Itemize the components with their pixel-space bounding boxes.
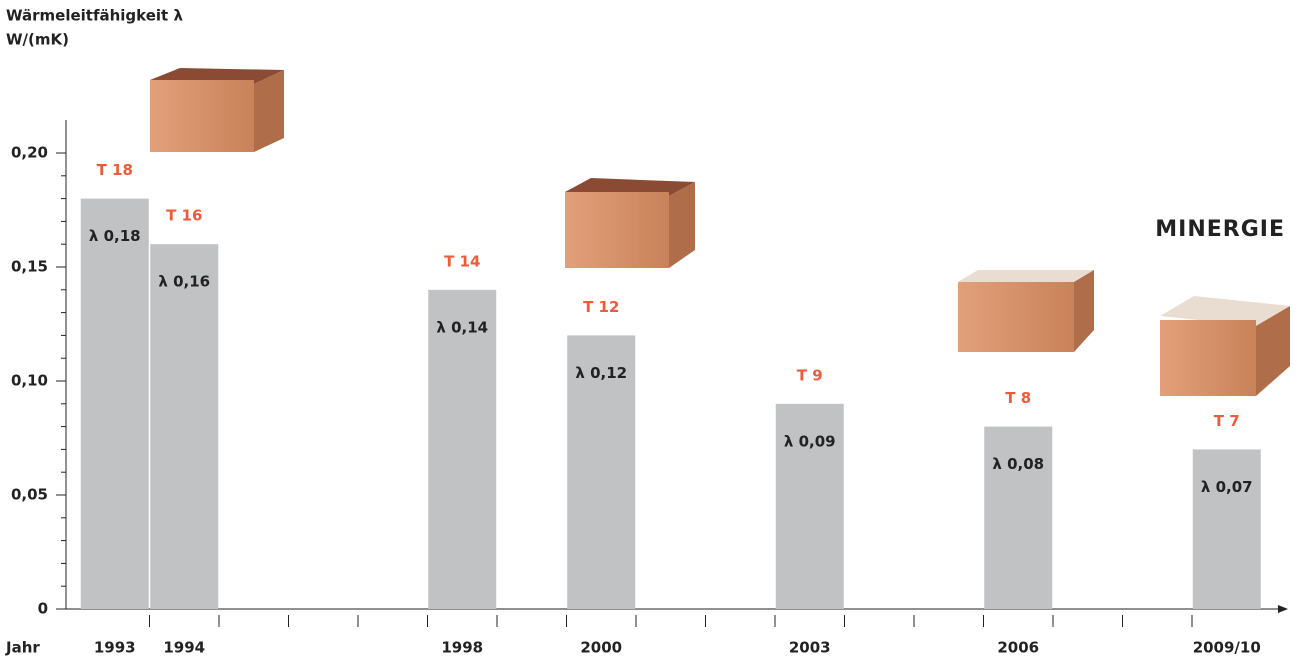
brick-images (150, 68, 1290, 396)
value-label: λ 0,16 (158, 273, 210, 291)
x-label: Jahr (5, 639, 40, 657)
x-tick-label: 2006 (997, 639, 1039, 657)
y-tick-label: 0,20 (11, 144, 48, 162)
x-tick-label: 1993 (94, 639, 136, 657)
brick-label: T 16 (166, 207, 202, 225)
brick-label: T 7 (1214, 412, 1240, 430)
y-tick-label: 0,10 (11, 372, 48, 390)
bar (428, 289, 497, 609)
y-tick-label: 0,15 (11, 258, 48, 276)
logo: MINERGIE (1155, 217, 1285, 242)
bar (1192, 449, 1261, 609)
value-label: λ 0,07 (1201, 478, 1253, 496)
value-label: λ 0,14 (436, 318, 488, 336)
brick-label: T 18 (97, 161, 133, 179)
value-label: λ 0,12 (575, 364, 627, 382)
x-tick-label: 1998 (441, 639, 483, 657)
brick-label: T 9 (797, 366, 823, 384)
value-label: λ 0,18 (89, 227, 141, 245)
y-tick-label: 0 (38, 600, 48, 618)
bar (984, 426, 1053, 609)
bar (775, 403, 844, 609)
y-label: W/(mK) (6, 31, 69, 49)
value-label: λ 0,09 (784, 432, 836, 450)
bar (150, 244, 219, 609)
value-label: λ 0,08 (992, 455, 1044, 473)
y-label: Wärmeleitfähigkeit λ (6, 7, 183, 25)
brick-label: T 8 (1005, 389, 1031, 407)
brick-label: T 14 (444, 252, 480, 270)
x-tick-label: 2000 (580, 639, 622, 657)
bar (80, 198, 149, 609)
x-tick-label: 1994 (163, 639, 205, 657)
bar (567, 335, 636, 609)
y-tick-label: 0,05 (11, 486, 48, 504)
brick-label: T 12 (583, 298, 619, 316)
x-tick-label: 2003 (789, 639, 831, 657)
x-tick-label: 2009/10 (1193, 639, 1261, 657)
